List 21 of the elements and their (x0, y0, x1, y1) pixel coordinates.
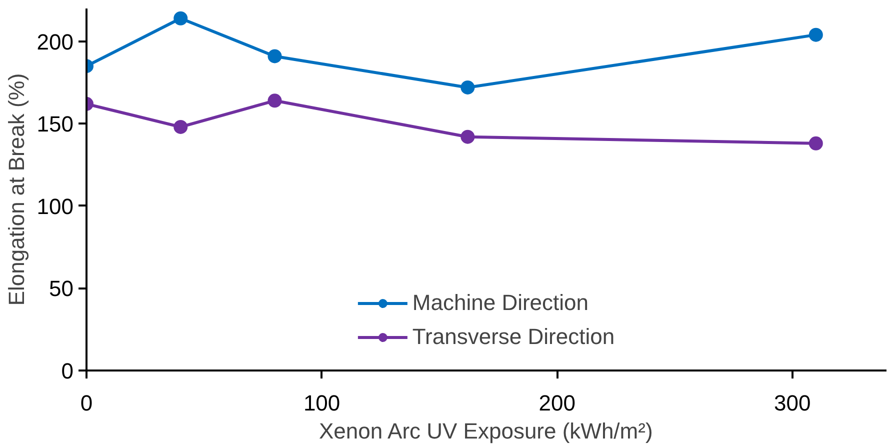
point (174, 11, 188, 26)
x-axis-title: Xenon Arc UV Exposure (kWh/m²) (319, 418, 653, 444)
y-tick-label: 50 (49, 276, 74, 302)
y-tick-label: 150 (36, 112, 74, 137)
y-tick-label: 0 (61, 358, 74, 384)
point (808, 136, 823, 150)
x-tick-label: 0 (80, 390, 93, 416)
y-tick-label: 100 (36, 194, 74, 219)
point (268, 94, 282, 108)
point (174, 120, 188, 134)
y-tick-label: 200 (36, 29, 74, 54)
legend-label: Machine Direction (412, 290, 589, 316)
point (268, 49, 282, 64)
point (460, 130, 475, 144)
point (460, 80, 475, 94)
point (808, 28, 823, 42)
x-tick-label: 100 (303, 390, 340, 416)
x-tick-label: 300 (774, 390, 811, 416)
y-axis-title: Elongation at Break (%) (4, 73, 29, 306)
x-tick-label: 200 (538, 390, 576, 416)
legend-label: Transverse Direction (412, 324, 615, 350)
